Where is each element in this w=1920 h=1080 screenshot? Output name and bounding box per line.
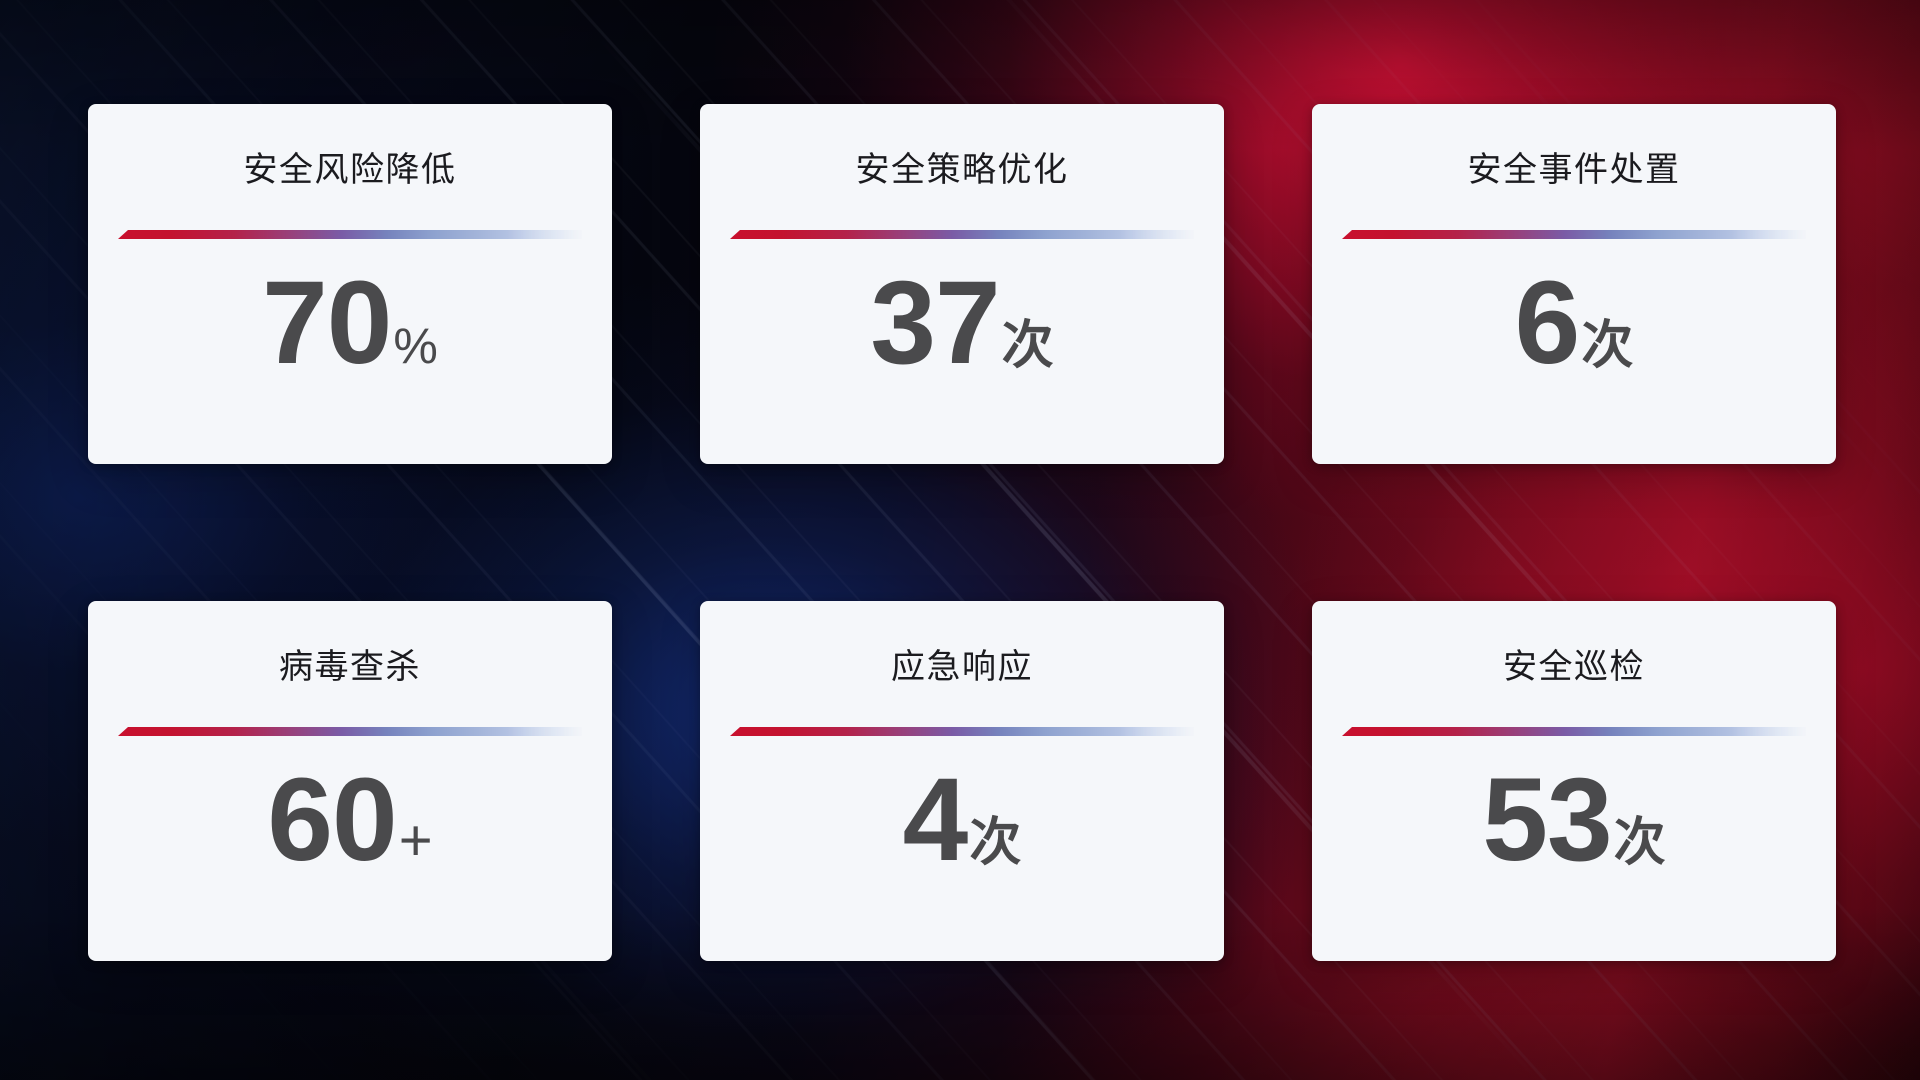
stat-card-divider — [1342, 230, 1806, 239]
stat-card-value: 37 次 — [870, 257, 1054, 389]
stat-card-value: 4 次 — [902, 754, 1022, 886]
stat-value-number: 60 — [267, 754, 397, 886]
stat-value-suffix: % — [393, 318, 438, 374]
stat-value-suffix: + — [398, 808, 433, 873]
divider-gradient-bar — [1342, 727, 1806, 736]
stat-value-suffix: 次 — [1613, 814, 1666, 872]
stat-card-security-policy-optimization[interactable]: 安全策略优化 37 次 — [700, 104, 1224, 464]
stat-card-title: 安全策略优化 — [855, 151, 1069, 189]
stat-card-title: 安全事件处置 — [1467, 151, 1681, 189]
stat-card-divider — [730, 230, 1194, 239]
stat-value-number: 53 — [1482, 754, 1612, 886]
divider-gradient-bar — [118, 727, 582, 736]
stat-card-security-inspection[interactable]: 安全巡检 53 次 — [1312, 601, 1836, 961]
stat-card-emergency-response[interactable]: 应急响应 4 次 — [700, 601, 1224, 961]
stat-card-divider — [1342, 727, 1806, 736]
stat-card-value: 60 + — [267, 754, 433, 886]
stat-value-number: 4 — [902, 754, 969, 886]
stat-value-number: 6 — [1514, 257, 1581, 389]
stat-card-value: 6 次 — [1514, 257, 1634, 389]
stat-card-title: 安全风险降低 — [243, 151, 457, 189]
divider-gradient-bar — [118, 230, 582, 239]
divider-gradient-bar — [1342, 230, 1806, 239]
stat-card-divider — [118, 230, 582, 239]
divider-gradient-bar — [730, 230, 1194, 239]
divider-gradient-bar — [730, 727, 1194, 736]
stat-card-grid: 安全风险降低 70 % 安全策略优化 37 次 安全事件处置 6 次 — [88, 104, 1836, 961]
stat-card-security-risk-reduction[interactable]: 安全风险降低 70 % — [88, 104, 612, 464]
stat-value-suffix: 次 — [1581, 317, 1634, 375]
stat-card-divider — [730, 727, 1194, 736]
stat-card-title: 病毒查杀 — [279, 648, 421, 686]
stat-value-suffix: 次 — [969, 814, 1022, 872]
stat-value-suffix: 次 — [1001, 317, 1054, 375]
stat-value-number: 70 — [262, 257, 392, 389]
stat-card-value: 70 % — [262, 257, 438, 389]
stat-card-title: 安全巡检 — [1503, 648, 1645, 686]
stat-card-virus-scanning[interactable]: 病毒查杀 60 + — [88, 601, 612, 961]
stat-card-security-incident-handling[interactable]: 安全事件处置 6 次 — [1312, 104, 1836, 464]
stat-value-number: 37 — [870, 257, 1000, 389]
stat-card-value: 53 次 — [1482, 754, 1666, 886]
stat-card-divider — [118, 727, 582, 736]
stat-card-title: 应急响应 — [891, 648, 1033, 686]
